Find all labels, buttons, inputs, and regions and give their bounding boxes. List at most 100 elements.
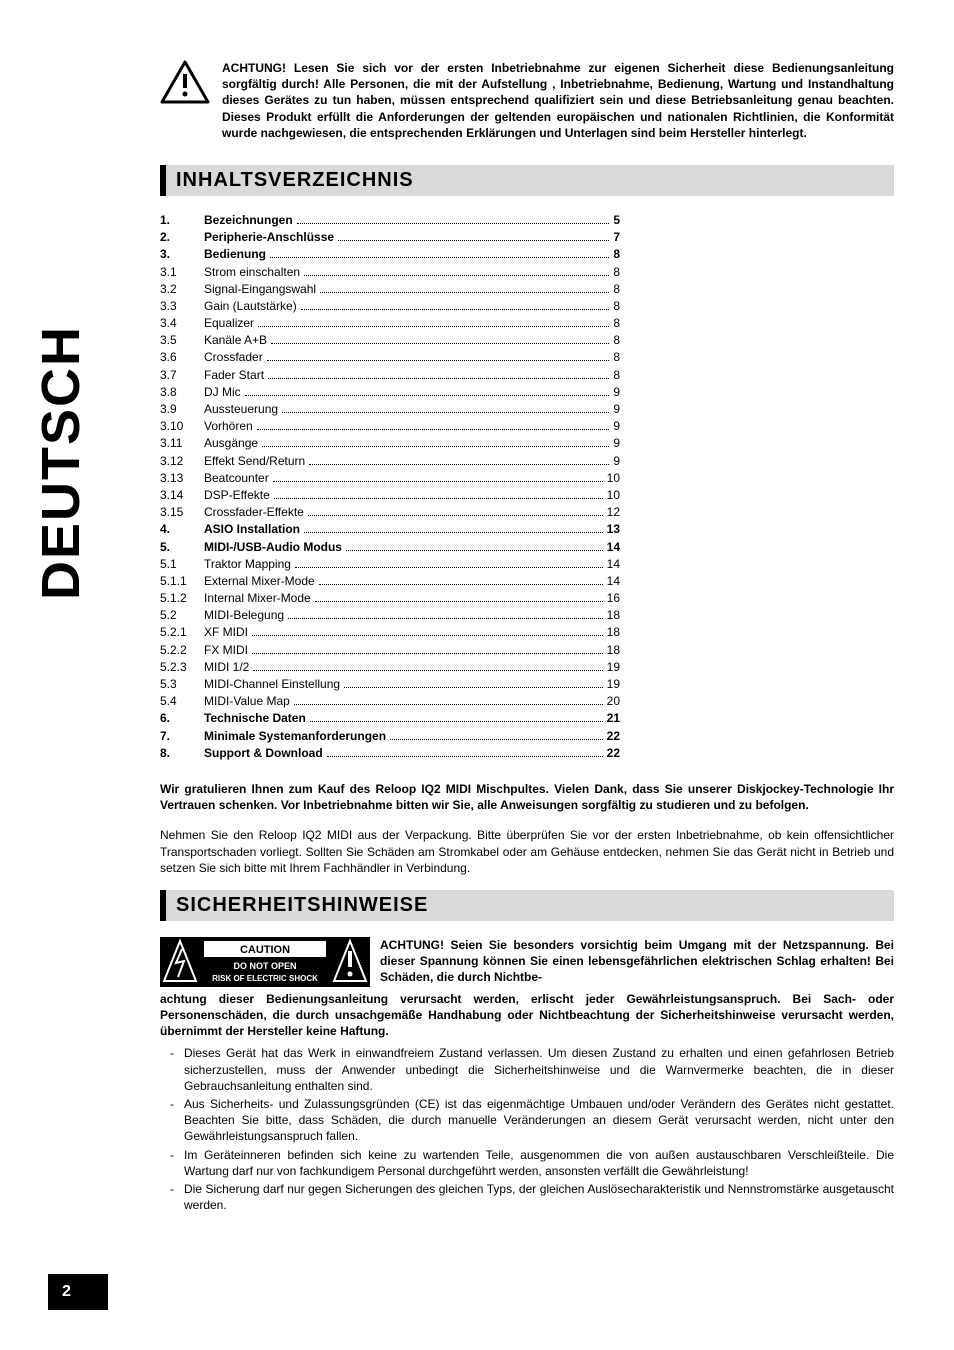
toc-num: 1.: [160, 212, 204, 228]
toc-dots: [253, 670, 602, 671]
warning-triangle-icon: [160, 60, 210, 104]
toc-label: Minimale Systemanforderungen: [204, 728, 386, 744]
toc-label: Bezeichnungen: [204, 212, 293, 228]
toc-dots: [304, 275, 609, 276]
toc-label: MIDI-/USB-Audio Modus: [204, 539, 342, 555]
toc-dots: [252, 653, 603, 654]
toc-label: MIDI-Value Map: [204, 693, 290, 709]
toc-num: 3.13: [160, 470, 204, 486]
toc-page: 8: [613, 332, 620, 348]
top-warning-block: ACHTUNG! Lesen Sie sich vor der ersten I…: [160, 60, 894, 141]
toc-row: 5.1.2Internal Mixer-Mode16: [160, 590, 620, 606]
toc-num: 3.8: [160, 384, 204, 400]
toc-page: 12: [607, 504, 620, 520]
toc-row: 3.1Strom einschalten8: [160, 264, 620, 280]
toc-page: 21: [607, 710, 620, 726]
toc-label: Support & Download: [204, 745, 323, 761]
toc-row: 3.9Aussteuerung9: [160, 401, 620, 417]
toc-page: 22: [607, 745, 620, 761]
toc-num: 3.4: [160, 315, 204, 331]
toc-dots: [271, 343, 609, 344]
toc-label: Signal-Eingangswahl: [204, 281, 316, 297]
toc-dots: [282, 412, 609, 413]
toc-page: 8: [613, 298, 620, 314]
toc-num: 3.9: [160, 401, 204, 417]
bullet-item: -Aus Sicherheits- und Zulassungsgründen …: [160, 1096, 894, 1145]
toc-row: 5.2.3MIDI 1/2 19: [160, 659, 620, 675]
toc-page: 18: [607, 642, 620, 658]
toc-num: 3.11: [160, 435, 204, 451]
toc-dots: [270, 257, 609, 258]
toc-row: 3.8DJ Mic9: [160, 384, 620, 400]
toc-dots: [315, 601, 603, 602]
toc-num: 5.1.2: [160, 590, 204, 606]
toc-dots: [288, 618, 603, 619]
toc-label: Fader Start: [204, 367, 264, 383]
toc-page: 8: [613, 281, 620, 297]
toc-label: Strom einschalten: [204, 264, 300, 280]
toc-row: 3.6Crossfader8: [160, 349, 620, 365]
toc-page: 8: [613, 349, 620, 365]
toc-label: MIDI 1/2: [204, 659, 249, 675]
toc-dots: [267, 360, 610, 361]
toc-label: Technische Daten: [204, 710, 306, 726]
table-of-contents: 1.Bezeichnungen52.Peripherie-Anschlüsse7…: [160, 212, 620, 761]
toc-row: 3.4Equalizer 8: [160, 315, 620, 331]
toc-row: 6.Technische Daten21: [160, 710, 620, 726]
toc-dots: [310, 721, 603, 722]
toc-row: 5.1.1External Mixer-Mode14: [160, 573, 620, 589]
toc-num: 2.: [160, 229, 204, 245]
toc-page: 9: [613, 384, 620, 400]
toc-page: 8: [613, 367, 620, 383]
document-page: DEUTSCH 2 ACHTUNG! Lesen Sie sich vor de…: [0, 0, 954, 1350]
toc-page: 18: [607, 607, 620, 623]
bullet-item: -Die Sicherung darf nur gegen Sicherunge…: [160, 1181, 894, 1213]
toc-row: 3.2Signal-Eingangswahl8: [160, 281, 620, 297]
toc-dots: [304, 532, 603, 533]
toc-page: 10: [607, 487, 620, 503]
toc-row: 3.11Ausgänge9: [160, 435, 620, 451]
bullet-dash: -: [160, 1096, 184, 1145]
toc-dots: [319, 584, 603, 585]
toc-num: 5.1: [160, 556, 204, 572]
bullet-text: Aus Sicherheits- und Zulassungsgründen (…: [184, 1096, 894, 1145]
toc-page: 14: [607, 556, 620, 572]
svg-text:CAUTION: CAUTION: [240, 944, 290, 956]
page-number: 2: [48, 1274, 108, 1310]
toc-page: 19: [607, 659, 620, 675]
toc-section-header: INHALTSVERZEICHNIS: [160, 165, 894, 196]
toc-dots: [258, 326, 609, 327]
toc-num: 3.3: [160, 298, 204, 314]
toc-label: DSP-Effekte: [204, 487, 270, 503]
toc-page: 7: [613, 229, 620, 245]
toc-row: 3.14DSP-Effekte 10: [160, 487, 620, 503]
bullet-text: Im Geräteinneren befinden sich keine zu …: [184, 1147, 894, 1179]
toc-dots: [295, 567, 603, 568]
toc-page: 8: [613, 315, 620, 331]
toc-page: 14: [607, 539, 620, 555]
toc-row: 5.MIDI-/USB-Audio Modus14: [160, 539, 620, 555]
toc-label: ASIO Installation: [204, 521, 300, 537]
toc-label: Peripherie-Anschlüsse: [204, 229, 334, 245]
toc-num: 5.2.3: [160, 659, 204, 675]
bullet-text: Die Sicherung darf nur gegen Sicherungen…: [184, 1181, 894, 1213]
toc-page: 19: [607, 676, 620, 692]
toc-dots: [308, 515, 603, 516]
toc-label: FX MIDI: [204, 642, 248, 658]
toc-dots: [245, 395, 610, 396]
toc-label: Equalizer: [204, 315, 254, 331]
toc-page: 8: [613, 264, 620, 280]
toc-label: External Mixer-Mode: [204, 573, 315, 589]
toc-dots: [252, 635, 603, 636]
top-warning-text: ACHTUNG! Lesen Sie sich vor der ersten I…: [222, 60, 894, 141]
safety-lead-text: ACHTUNG! Seien Sie besonders vorsichtig …: [380, 937, 894, 986]
toc-label: Crossfader-Effekte: [204, 504, 304, 520]
toc-num: 3.14: [160, 487, 204, 503]
toc-row: 7.Minimale Systemanforderungen22: [160, 728, 620, 744]
bullet-item: -Dieses Gerät hat das Werk in einwandfre…: [160, 1045, 894, 1094]
toc-num: 3.10: [160, 418, 204, 434]
toc-row: 3.7Fader Start8: [160, 367, 620, 383]
toc-page: 16: [607, 590, 620, 606]
toc-label: Gain (Lautstärke): [204, 298, 297, 314]
toc-row: 5.1Traktor Mapping14: [160, 556, 620, 572]
